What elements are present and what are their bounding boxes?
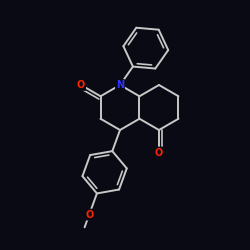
- Text: O: O: [155, 148, 163, 158]
- Text: O: O: [85, 210, 93, 220]
- Text: O: O: [77, 80, 85, 90]
- Text: N: N: [116, 80, 124, 90]
